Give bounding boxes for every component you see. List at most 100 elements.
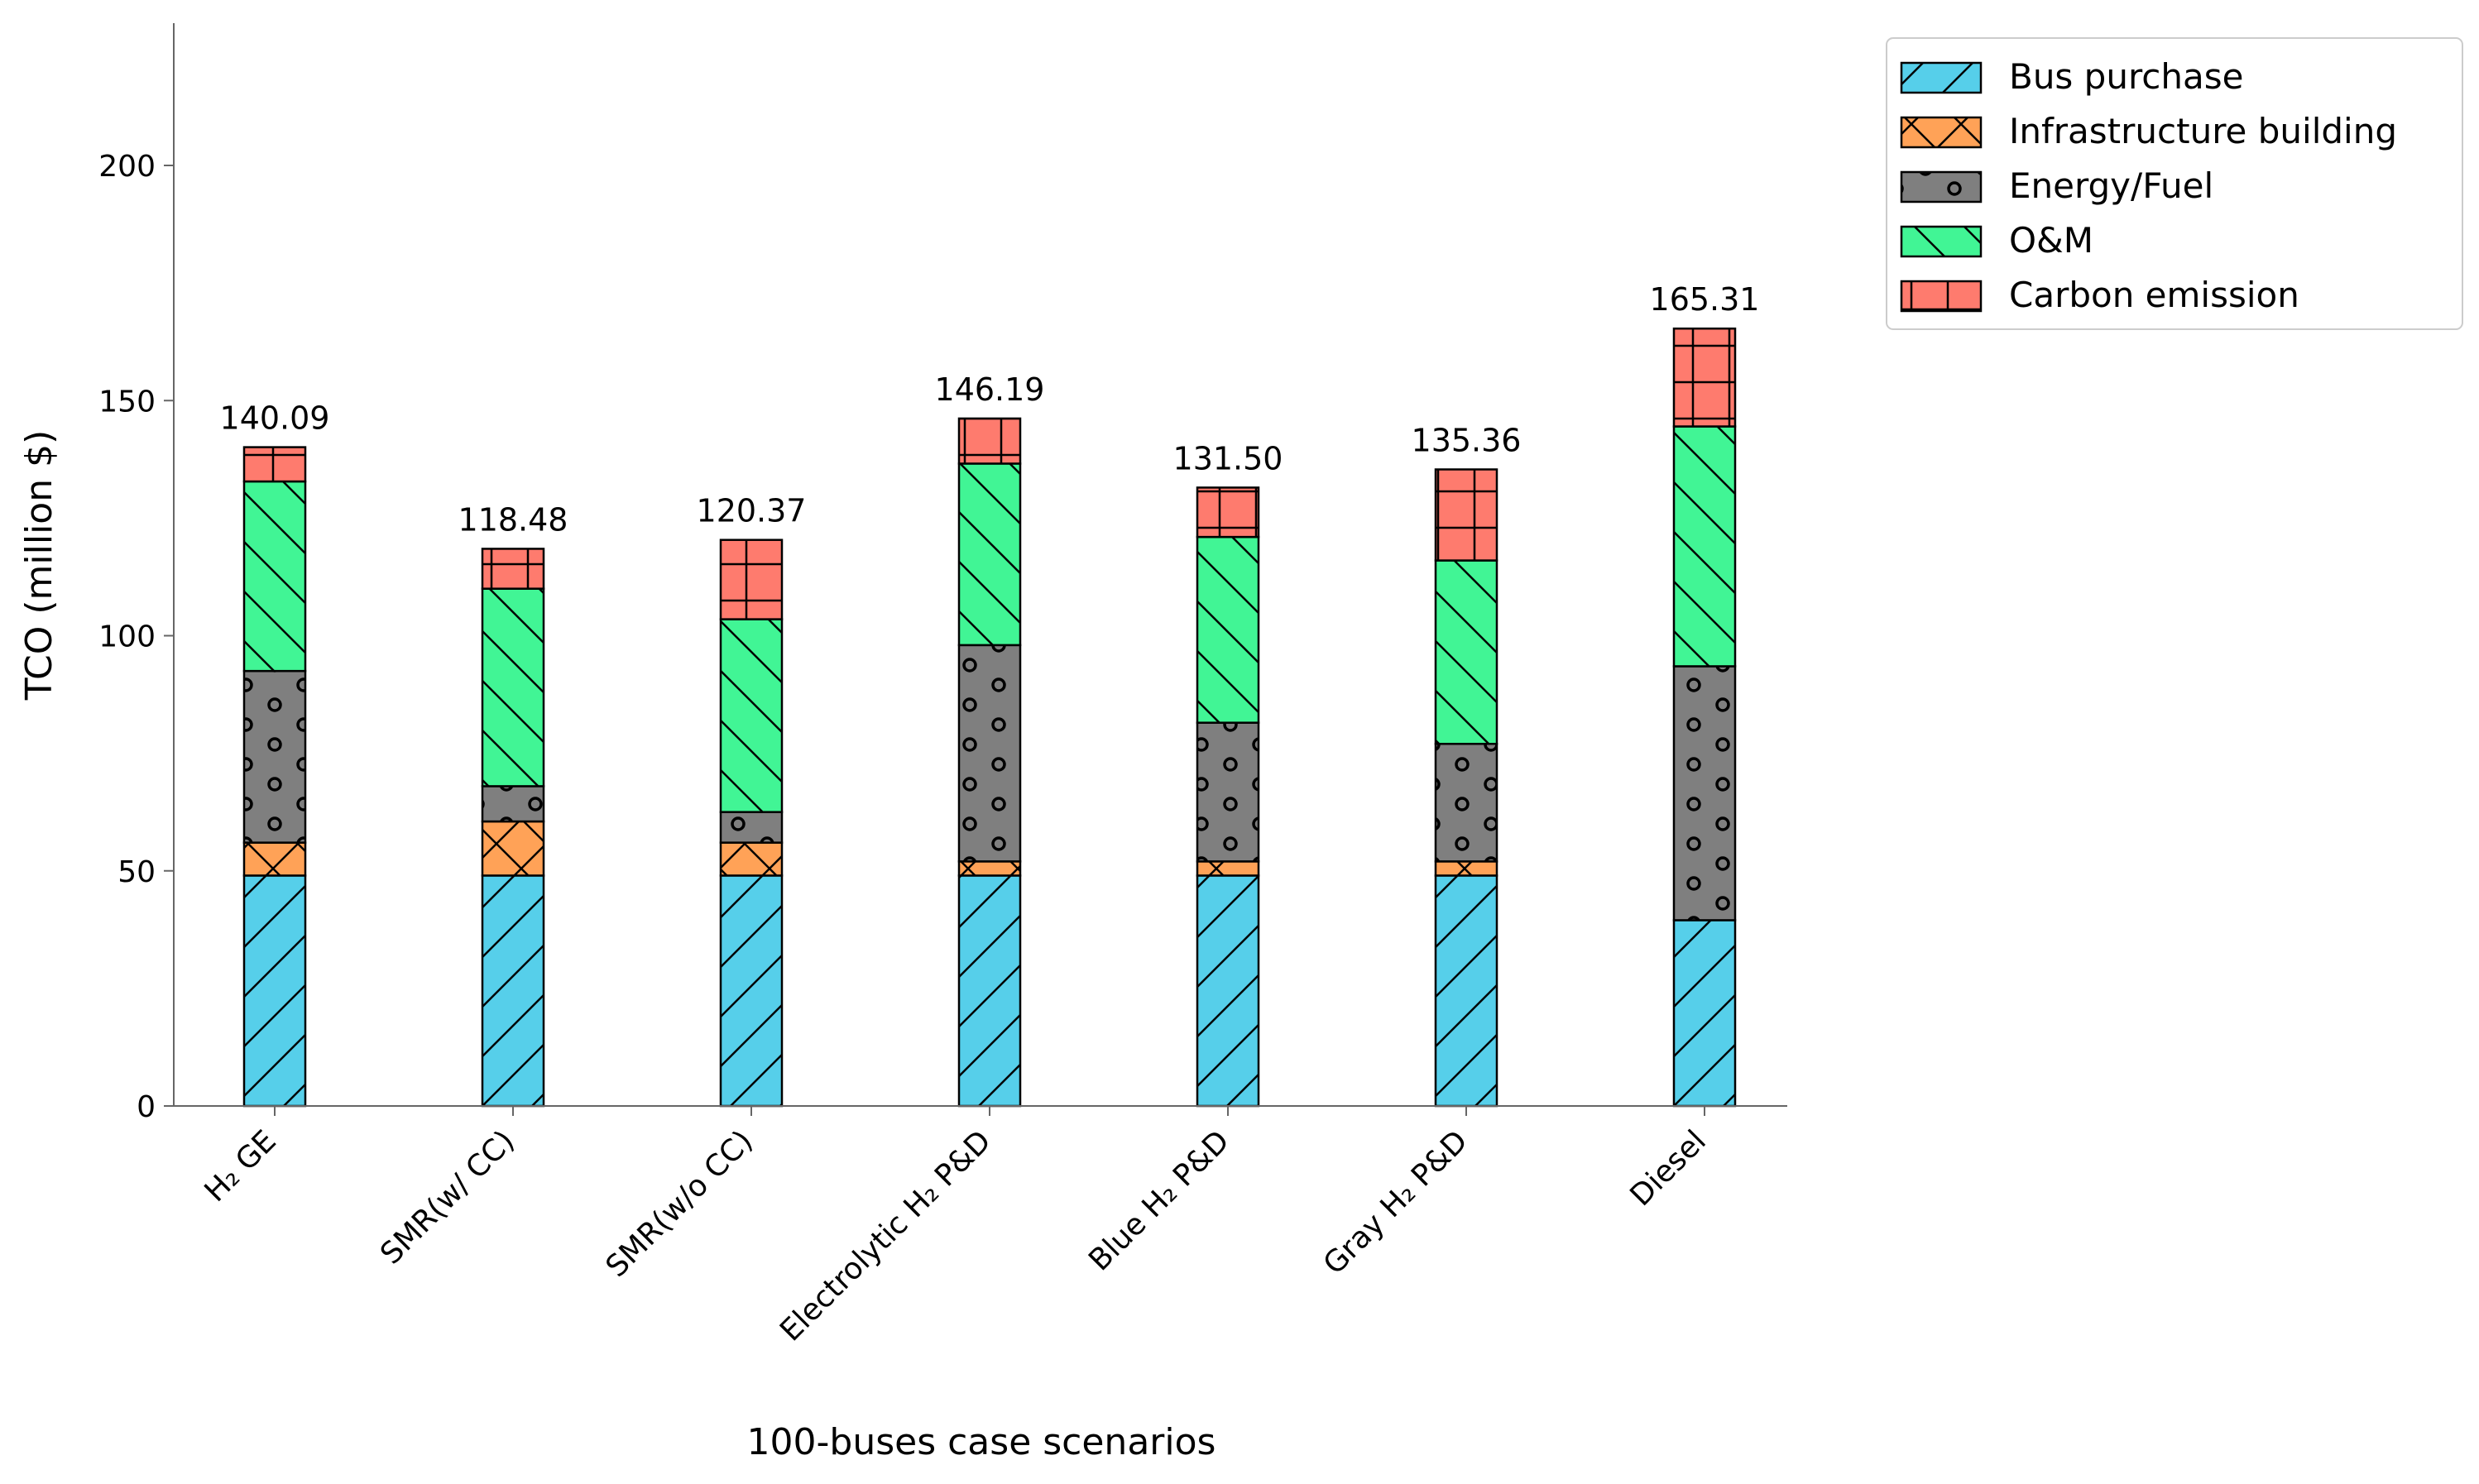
bar-hatch bbox=[957, 462, 1022, 647]
bar-segment-energy-fuel bbox=[1196, 721, 1260, 863]
bar-hatch bbox=[1672, 919, 1737, 1108]
bar-hatch bbox=[957, 644, 1022, 863]
bar-hatch bbox=[242, 669, 307, 844]
y-tick-label: 100 bbox=[98, 620, 156, 654]
legend-item-carbon-emission: Carbon emission bbox=[1900, 275, 2299, 315]
legend-item-energy-fuel: Energy/Fuel bbox=[1900, 165, 2213, 206]
bar-segment-infrastructure-building bbox=[719, 841, 784, 877]
total-label-electrolytic-h2-p-d: 146.19 bbox=[935, 371, 1045, 408]
bar-hatch bbox=[1196, 535, 1260, 724]
bar-hatch bbox=[242, 874, 307, 1108]
bar-segment-carbon-emission bbox=[1672, 327, 1737, 428]
bar-hatch bbox=[1434, 874, 1498, 1108]
bar-segment-o-m bbox=[1672, 425, 1737, 668]
bar-hatch bbox=[481, 548, 545, 590]
x-axis-ticks: H₂ GE SMR(w/ CC) SMR(w/o CC) Electrolytic H… bbox=[199, 1106, 1713, 1348]
legend: Bus purchase Infrastructure building Energ… bbox=[1886, 37, 2463, 330]
y-tick-label: 50 bbox=[117, 855, 156, 889]
bar-segment-carbon-emission bbox=[1196, 486, 1260, 539]
bar-hatch bbox=[242, 841, 307, 877]
legend-item-o-m: O&M bbox=[1900, 220, 2093, 261]
legend-item-infrastructure-building: Infrastructure building bbox=[1900, 111, 2397, 151]
bar-segment-infrastructure-building bbox=[1434, 860, 1498, 877]
bars-group bbox=[242, 327, 1737, 1108]
bar-hatch bbox=[719, 539, 784, 620]
legend-item-bus-purchase: Bus purchase bbox=[1900, 56, 2243, 97]
legend-label: Bus purchase bbox=[2009, 56, 2243, 97]
total-labels: 140.09 118.48 120.37 146.19 131.50 135.36 165.… bbox=[220, 281, 1760, 538]
legend-label: Infrastructure building bbox=[2009, 111, 2397, 151]
total-label-smr-w-o-cc: 120.37 bbox=[697, 493, 807, 529]
x-tick-label-electrolytic-h2-p-d: Electrolytic H₂ P&D bbox=[774, 1124, 998, 1348]
legend-swatch-hatch bbox=[1900, 170, 1983, 203]
bar-segment-energy-fuel bbox=[1434, 743, 1498, 863]
bar-segment-o-m bbox=[1434, 559, 1498, 745]
x-tick-label-smr-w-cc: SMR(w/ CC) bbox=[374, 1124, 521, 1271]
bar-segment-bus-purchase bbox=[1196, 874, 1260, 1108]
bar-hatch bbox=[1196, 874, 1260, 1108]
bar-segment-o-m bbox=[242, 480, 307, 673]
x-tick-label-smr-w-o-cc: SMR(w/o CC) bbox=[600, 1124, 760, 1284]
legend-label: O&M bbox=[2009, 220, 2093, 261]
bar-hatch bbox=[957, 860, 1022, 877]
y-tick-label: 200 bbox=[98, 150, 156, 184]
bar-hatch bbox=[1434, 468, 1498, 562]
bar-segment-o-m bbox=[719, 618, 784, 813]
x-axis-title: 100-buses case scenarios bbox=[747, 1421, 1216, 1463]
legend-label: Energy/Fuel bbox=[2009, 165, 2213, 206]
bar-hatch bbox=[481, 785, 545, 823]
bar-hatch bbox=[719, 841, 784, 877]
bar-hatch bbox=[719, 811, 784, 844]
bar-segment-bus-purchase bbox=[957, 874, 1022, 1108]
bar-hatch bbox=[1672, 425, 1737, 668]
bar-hatch bbox=[1434, 743, 1498, 863]
bar-hatch bbox=[481, 820, 545, 877]
total-label-smr-w-cc: 118.48 bbox=[458, 501, 568, 538]
bar-hatch bbox=[1672, 665, 1737, 922]
bar-segment-bus-purchase bbox=[242, 874, 307, 1108]
x-tick-label-h2-ge: H₂ GE bbox=[199, 1124, 283, 1209]
bar-hatch bbox=[957, 417, 1022, 465]
bar-hatch bbox=[1434, 860, 1498, 877]
bar-segment-energy-fuel bbox=[957, 644, 1022, 863]
bar-hatch bbox=[1196, 721, 1260, 863]
bar-hatch bbox=[1434, 559, 1498, 745]
x-tick-label-diesel: Diesel bbox=[1624, 1124, 1713, 1213]
legend-label: Carbon emission bbox=[2009, 275, 2299, 315]
bar-segment-energy-fuel bbox=[1672, 665, 1737, 922]
bar-segment-o-m bbox=[957, 462, 1022, 647]
bar-segment-infrastructure-building bbox=[1196, 860, 1260, 877]
bar-segment-carbon-emission bbox=[481, 548, 545, 590]
bar-hatch bbox=[242, 480, 307, 673]
bar-hatch bbox=[481, 874, 545, 1108]
total-label-diesel: 165.31 bbox=[1650, 281, 1760, 318]
legend-swatch-hatch bbox=[1900, 116, 1983, 149]
x-tick-label-gray-h2-p-d: Gray H₂ P&D bbox=[1317, 1124, 1474, 1281]
bar-segment-bus-purchase bbox=[719, 874, 784, 1108]
bar-hatch bbox=[719, 874, 784, 1108]
y-axis-ticks: 0 50 100 150 200 bbox=[98, 150, 174, 1124]
bar-hatch bbox=[957, 874, 1022, 1108]
bar-segment-carbon-emission bbox=[1434, 468, 1498, 562]
bar-segment-carbon-emission bbox=[957, 417, 1022, 465]
bar-hatch bbox=[1196, 486, 1260, 539]
x-tick-label-blue-h2-p-d: Blue H₂ P&D bbox=[1082, 1124, 1236, 1278]
bar-segment-o-m bbox=[1196, 535, 1260, 724]
bar-segment-bus-purchase bbox=[1434, 874, 1498, 1108]
bar-hatch bbox=[1672, 327, 1737, 428]
bar-hatch bbox=[1196, 860, 1260, 877]
bar-segment-bus-purchase bbox=[1672, 919, 1737, 1108]
y-axis-title: TCO (million $) bbox=[18, 430, 60, 701]
total-label-gray-h2-p-d: 135.36 bbox=[1412, 422, 1522, 458]
bar-segment-o-m bbox=[481, 587, 545, 787]
bar-segment-carbon-emission bbox=[242, 446, 307, 483]
total-label-h2-ge: 140.09 bbox=[220, 400, 330, 437]
legend-swatch-hatch bbox=[1900, 61, 1983, 94]
bar-segment-energy-fuel bbox=[719, 811, 784, 844]
legend-frame bbox=[1886, 37, 2463, 330]
bar-segment-energy-fuel bbox=[242, 669, 307, 844]
bar-segment-infrastructure-building bbox=[242, 841, 307, 877]
y-tick-label: 150 bbox=[98, 385, 156, 419]
bar-segment-infrastructure-building bbox=[481, 820, 545, 877]
legend-swatch-hatch bbox=[1900, 280, 1983, 313]
